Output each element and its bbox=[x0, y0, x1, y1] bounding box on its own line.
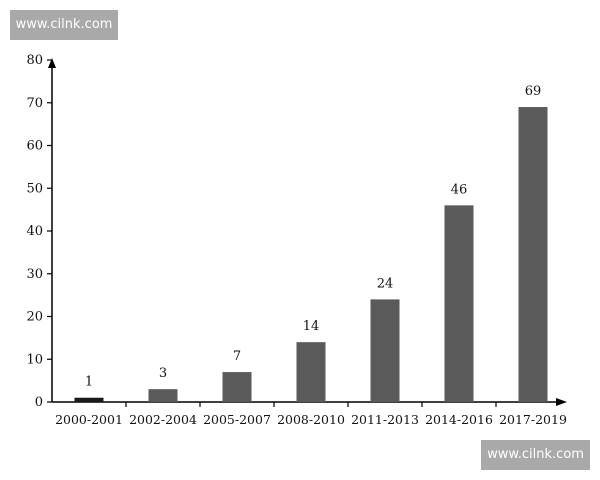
bar bbox=[148, 389, 178, 402]
bar bbox=[222, 372, 252, 402]
category-label: 2017-2019 bbox=[499, 412, 567, 427]
category-label: 2008-2010 bbox=[277, 412, 345, 427]
y-tick-label: 30 bbox=[26, 267, 43, 282]
y-tick-label: 70 bbox=[26, 96, 43, 111]
data-label: 14 bbox=[303, 319, 320, 334]
chart-bars bbox=[74, 107, 548, 403]
y-tick-label: 10 bbox=[26, 352, 43, 367]
category-label: 2005-2007 bbox=[203, 412, 271, 427]
y-tick-label: 60 bbox=[26, 139, 43, 154]
y-tick-label: 50 bbox=[26, 181, 43, 196]
bar bbox=[74, 397, 104, 402]
y-axis-ticks: 0 10 20 30 40 50 60 70 80 bbox=[26, 53, 52, 410]
y-tick-label: 20 bbox=[26, 310, 43, 325]
category-label: 2002-2004 bbox=[129, 412, 197, 427]
data-labels: 1 3 7 14 24 46 69 bbox=[85, 84, 541, 390]
y-tick-label: 0 bbox=[35, 395, 43, 410]
data-label: 69 bbox=[525, 84, 542, 99]
bar bbox=[444, 205, 474, 402]
bar bbox=[370, 299, 400, 402]
category-label: 2000-2001 bbox=[55, 412, 123, 427]
data-label: 1 bbox=[85, 375, 93, 390]
watermark-top: www.cilnk.com bbox=[10, 10, 118, 40]
data-label: 7 bbox=[233, 349, 241, 364]
y-tick-label: 40 bbox=[26, 224, 43, 239]
category-labels: 2000-2001 2002-2004 2005-2007 2008-2010 2011… bbox=[55, 402, 567, 427]
x-axis-arrow bbox=[556, 398, 567, 406]
category-label: 2011-2013 bbox=[351, 412, 419, 427]
watermark-bottom: www.cilnk.com bbox=[481, 440, 590, 470]
bar bbox=[296, 342, 326, 402]
data-label: 24 bbox=[377, 276, 394, 291]
category-label: 2014-2016 bbox=[425, 412, 493, 427]
data-label: 3 bbox=[159, 366, 167, 381]
y-tick-label: 80 bbox=[26, 53, 43, 68]
bar bbox=[518, 107, 548, 403]
data-label: 46 bbox=[451, 182, 468, 197]
y-axis-arrow bbox=[48, 58, 56, 68]
